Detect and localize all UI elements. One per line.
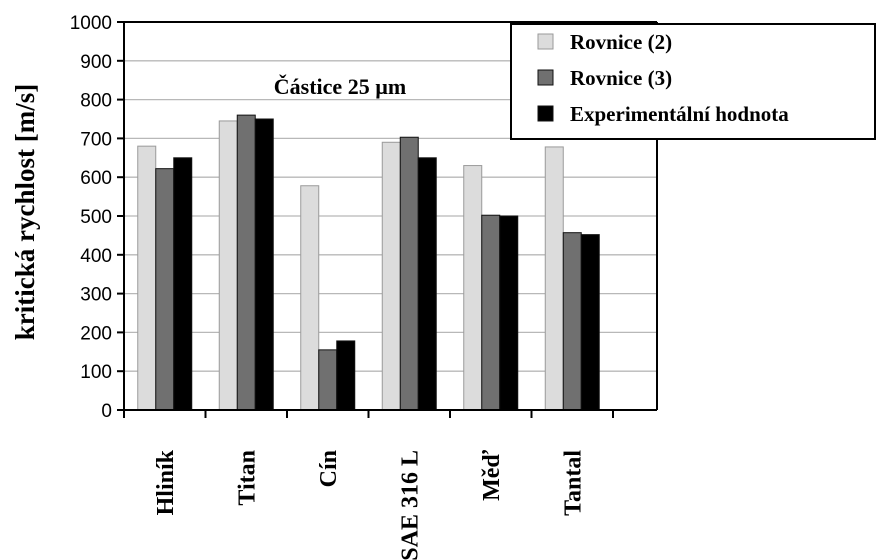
x-tick-label: SAE 316 L <box>397 450 423 560</box>
bar-rovnice-2--2 <box>300 185 320 411</box>
x-tick-label: Hliník <box>153 449 179 515</box>
y-tick-label: 200 <box>80 323 112 344</box>
y-axis-label: kritická rychlost [m/s] <box>10 84 40 340</box>
bar-rovnice-3--4 <box>481 214 501 411</box>
legend: Rovnice (2) Rovnice (3) Experimentální hod… <box>510 23 876 140</box>
bar-rovnice-2--3 <box>381 141 401 411</box>
x-tick-label: Měď <box>479 450 505 501</box>
bar-experiment-ln-hodnota-2 <box>336 340 356 411</box>
bar-rovnice-2--0 <box>137 145 157 411</box>
y-tick-label: 400 <box>80 246 112 267</box>
bar-experiment-ln-hodnota-1 <box>254 118 274 411</box>
x-tick-labels: Hliník Titan Cín SAE 316 L Měď Tantal <box>153 449 587 560</box>
legend-label: Rovnice (3) <box>570 66 672 90</box>
bar-rovnice-3--1 <box>236 114 256 411</box>
x-tick-label: Titan <box>234 450 260 506</box>
y-tick-label: 800 <box>80 91 112 112</box>
chart-annotation: Částice 25 µm <box>274 74 406 99</box>
bar-rovnice-3--0 <box>155 168 175 411</box>
bar-rovnice-2--1 <box>218 120 238 411</box>
bar-rovnice-2--4 <box>463 165 483 411</box>
y-tick-label: 100 <box>80 362 112 383</box>
y-tick-label: 900 <box>80 52 112 73</box>
legend-swatch <box>537 69 554 86</box>
legend-label: Rovnice (2) <box>570 30 672 54</box>
y-tick-label: 700 <box>80 129 112 150</box>
bar-rovnice-3--3 <box>399 136 419 411</box>
y-tick-label: 1000 <box>70 13 112 34</box>
bar-experiment-ln-hodnota-3 <box>417 157 437 411</box>
x-tick-label: Tantal <box>560 450 586 516</box>
axes <box>117 21 658 418</box>
bar-rovnice-3--2 <box>318 349 338 411</box>
bar-rovnice-3--5 <box>562 232 582 411</box>
bar-experiment-ln-hodnota-5 <box>580 234 600 411</box>
bar-rovnice-2--5 <box>544 146 564 411</box>
legend-label: Experimentální hodnota <box>570 102 789 126</box>
bars <box>137 114 600 411</box>
legend-swatch <box>537 33 554 50</box>
y-tick-label: 300 <box>80 285 112 306</box>
y-tick-label: 600 <box>80 168 112 189</box>
x-tick-label: Cín <box>316 450 342 487</box>
legend-box <box>510 23 876 140</box>
y-tick-label: 500 <box>80 207 112 228</box>
y-tick-labels: 0 100 200 300 400 500 600 700 800 900 1000 <box>70 13 112 422</box>
bar-experiment-ln-hodnota-4 <box>499 215 519 411</box>
y-tick-label: 0 <box>101 401 112 422</box>
legend-swatch <box>537 105 554 122</box>
bar-experiment-ln-hodnota-0 <box>173 157 193 411</box>
